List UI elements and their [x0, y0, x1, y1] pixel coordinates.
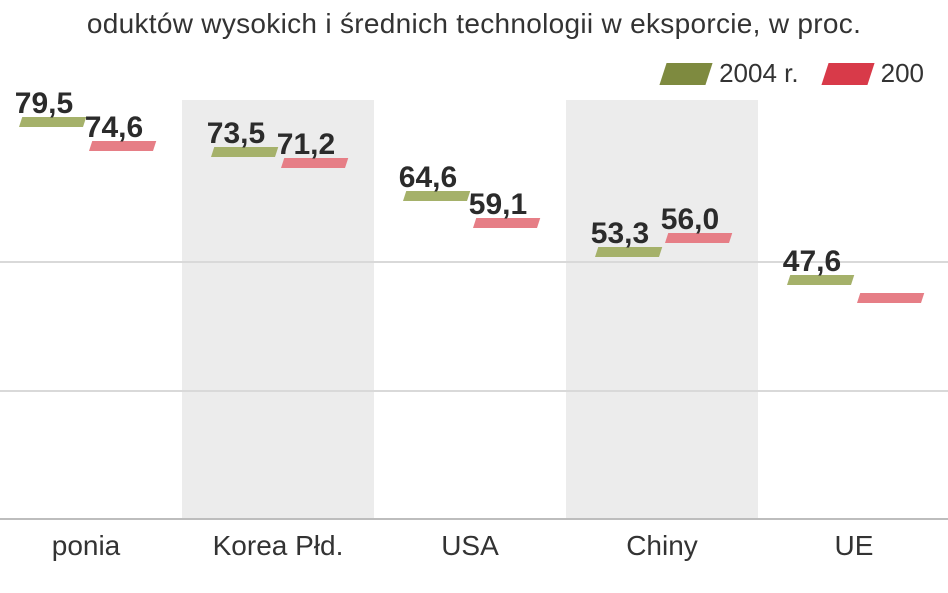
bar	[857, 303, 921, 520]
bar-value-label: 74,6	[85, 111, 143, 151]
bar: 71,2	[281, 168, 345, 520]
chart-xlabel: USA	[441, 530, 499, 562]
chart-root: oduktów wysokich i średnich technologii …	[0, 0, 948, 593]
chart-plot-area: 79,574,673,571,264,659,153,356,047,6	[0, 100, 948, 520]
chart-xlabel: ponia	[52, 530, 121, 562]
legend-label: 2004 r.	[719, 58, 799, 89]
bar-value-label: 64,6	[399, 161, 457, 201]
bar-value-label: 73,5	[207, 117, 265, 157]
bar: 56,0	[665, 243, 729, 520]
chart-title: oduktów wysokich i średnich technologii …	[0, 8, 948, 40]
chart-xlabel: UE	[835, 530, 874, 562]
legend-item-second: 200	[825, 58, 924, 89]
chart-xlabels: ponia Korea Płd. USA Chiny UE	[0, 530, 948, 580]
bar: 47,6	[787, 285, 851, 520]
bar: 79,5	[19, 127, 83, 520]
bar: 59,1	[473, 228, 537, 520]
chart-xlabel: Chiny	[626, 530, 698, 562]
chart-baseline	[0, 518, 948, 520]
bar-value-label: 53,3	[591, 217, 649, 257]
bar-value-label: 59,1	[469, 188, 527, 228]
legend-label: 200	[881, 58, 924, 89]
chart-xlabel: Korea Płd.	[213, 530, 344, 562]
bar-topcap	[857, 293, 924, 303]
legend: 2004 r. 200	[663, 58, 924, 89]
legend-swatch-icon	[821, 63, 874, 85]
bar-value-label: 56,0	[661, 203, 719, 243]
chart-bars: 79,574,673,571,264,659,153,356,047,6	[0, 100, 948, 520]
bar-value-label: 79,5	[15, 87, 73, 127]
bar: 64,6	[403, 201, 467, 520]
bar-value-label: 47,6	[783, 245, 841, 285]
bar: 74,6	[89, 151, 153, 520]
bar: 73,5	[211, 157, 275, 520]
bar-value-label: 71,2	[277, 128, 335, 168]
legend-item-2004: 2004 r.	[663, 58, 799, 89]
legend-swatch-icon	[660, 63, 713, 85]
bar: 53,3	[595, 257, 659, 520]
